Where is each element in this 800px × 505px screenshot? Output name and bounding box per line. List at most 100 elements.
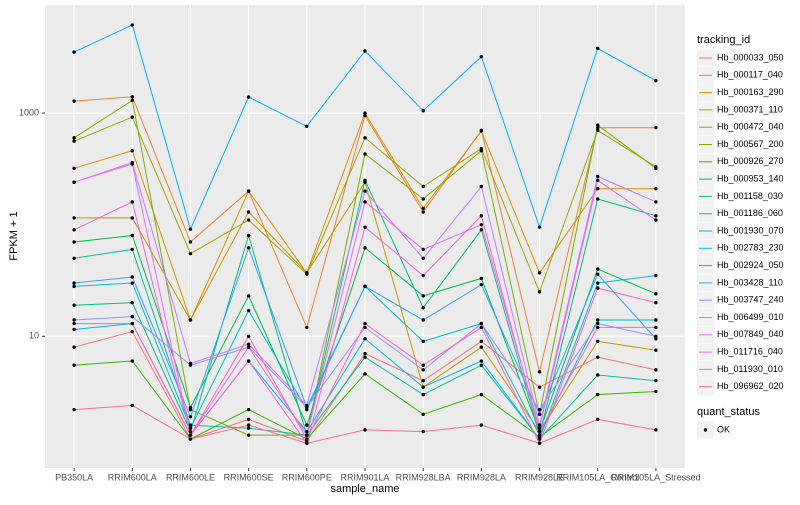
data-point bbox=[654, 166, 658, 171]
data-point bbox=[188, 361, 193, 366]
data-point bbox=[72, 256, 76, 260]
data-point bbox=[479, 359, 484, 363]
legend-label: OK bbox=[717, 424, 730, 434]
data-point bbox=[654, 337, 658, 341]
y-axis-title: FPKM + 1 bbox=[8, 211, 20, 260]
data-point bbox=[479, 184, 484, 189]
legend-label: Hb_002783_230 bbox=[717, 243, 784, 253]
data-point bbox=[421, 210, 425, 214]
data-point bbox=[188, 426, 193, 430]
data-point bbox=[363, 355, 367, 359]
data-point bbox=[421, 206, 425, 211]
data-point bbox=[654, 318, 658, 322]
x-tick-label: RRIM928LE bbox=[515, 472, 564, 482]
data-point bbox=[305, 429, 309, 434]
data-point bbox=[363, 200, 367, 204]
data-point bbox=[363, 351, 367, 356]
x-tick-label: RRIM600LE bbox=[166, 472, 215, 482]
legend-label: Hb_000163_290 bbox=[717, 87, 784, 97]
data-point bbox=[363, 337, 367, 341]
data-point bbox=[130, 281, 134, 285]
data-point bbox=[246, 334, 251, 338]
data-point bbox=[421, 392, 425, 397]
data-point bbox=[479, 55, 484, 59]
data-point bbox=[246, 308, 251, 313]
data-point bbox=[246, 95, 251, 99]
data-point bbox=[72, 321, 76, 326]
data-point bbox=[654, 428, 658, 432]
legend-label: Hb_006499_010 bbox=[717, 312, 784, 322]
data-point bbox=[363, 152, 367, 156]
legend-label: Hb_001158_030 bbox=[717, 191, 783, 201]
data-point bbox=[421, 256, 425, 260]
data-point bbox=[130, 95, 134, 99]
data-point bbox=[363, 189, 367, 193]
data-point bbox=[596, 125, 600, 130]
data-point bbox=[596, 417, 600, 422]
data-point bbox=[363, 178, 367, 182]
data-point bbox=[246, 417, 251, 422]
data-point bbox=[654, 389, 658, 394]
data-point bbox=[130, 300, 134, 305]
data-point bbox=[188, 240, 193, 244]
data-point bbox=[537, 429, 542, 434]
data-point bbox=[363, 49, 367, 53]
legend-label: Hb_000033_050 bbox=[717, 52, 784, 62]
x-tick-label: RRIM105LA_Control bbox=[556, 472, 639, 482]
data-point bbox=[654, 334, 658, 338]
data-point bbox=[537, 370, 542, 374]
legend-label: Hb_003428_110 bbox=[717, 277, 783, 287]
data-point bbox=[363, 372, 367, 376]
data-point bbox=[421, 273, 425, 278]
data-point bbox=[596, 128, 600, 133]
data-point bbox=[363, 325, 367, 330]
x-tick-label: RRIM600SE bbox=[224, 472, 274, 482]
legend-label: Hb_000472_040 bbox=[717, 122, 784, 132]
data-point bbox=[596, 123, 600, 127]
data-point bbox=[537, 271, 542, 275]
data-point bbox=[246, 246, 251, 250]
data-point bbox=[537, 441, 542, 445]
legend-swatch bbox=[703, 428, 708, 432]
legend-label: Hb_002924_050 bbox=[717, 260, 784, 270]
data-point bbox=[72, 139, 76, 143]
data-point bbox=[421, 294, 425, 298]
data-point bbox=[421, 306, 425, 310]
data-point bbox=[596, 272, 600, 276]
legend-label: Hb_000371_110 bbox=[717, 104, 783, 114]
data-point bbox=[188, 423, 193, 427]
x-tick-label: RRIM928LA bbox=[457, 472, 506, 482]
data-point bbox=[596, 281, 600, 285]
legend-label: Hb_000926_270 bbox=[717, 156, 784, 166]
data-point bbox=[188, 405, 193, 410]
data-point bbox=[596, 197, 600, 201]
data-point bbox=[72, 281, 76, 285]
data-point bbox=[654, 187, 658, 191]
data-point bbox=[130, 149, 134, 153]
data-point bbox=[305, 403, 309, 408]
data-point bbox=[421, 378, 425, 383]
data-point bbox=[479, 339, 484, 344]
data-point bbox=[363, 428, 367, 432]
data-point bbox=[479, 222, 484, 227]
data-point bbox=[537, 407, 542, 412]
data-point bbox=[305, 325, 309, 330]
data-point bbox=[479, 325, 484, 330]
data-point bbox=[596, 355, 600, 359]
data-point bbox=[305, 423, 309, 427]
data-point bbox=[596, 339, 600, 344]
legend-label: Hb_096962_020 bbox=[717, 381, 784, 391]
data-point bbox=[479, 363, 484, 367]
x-tick-label: RRIM928LBA bbox=[396, 472, 451, 482]
data-point bbox=[596, 187, 600, 191]
data-point bbox=[130, 233, 134, 238]
data-point bbox=[654, 125, 658, 130]
data-point bbox=[363, 321, 367, 326]
data-point bbox=[72, 216, 76, 220]
data-point bbox=[421, 363, 425, 367]
x-tick-label: RRIM105LA_Stressed bbox=[611, 472, 701, 482]
data-point bbox=[596, 373, 600, 377]
data-point bbox=[246, 233, 251, 238]
data-point bbox=[246, 210, 251, 214]
data-point bbox=[130, 200, 134, 204]
